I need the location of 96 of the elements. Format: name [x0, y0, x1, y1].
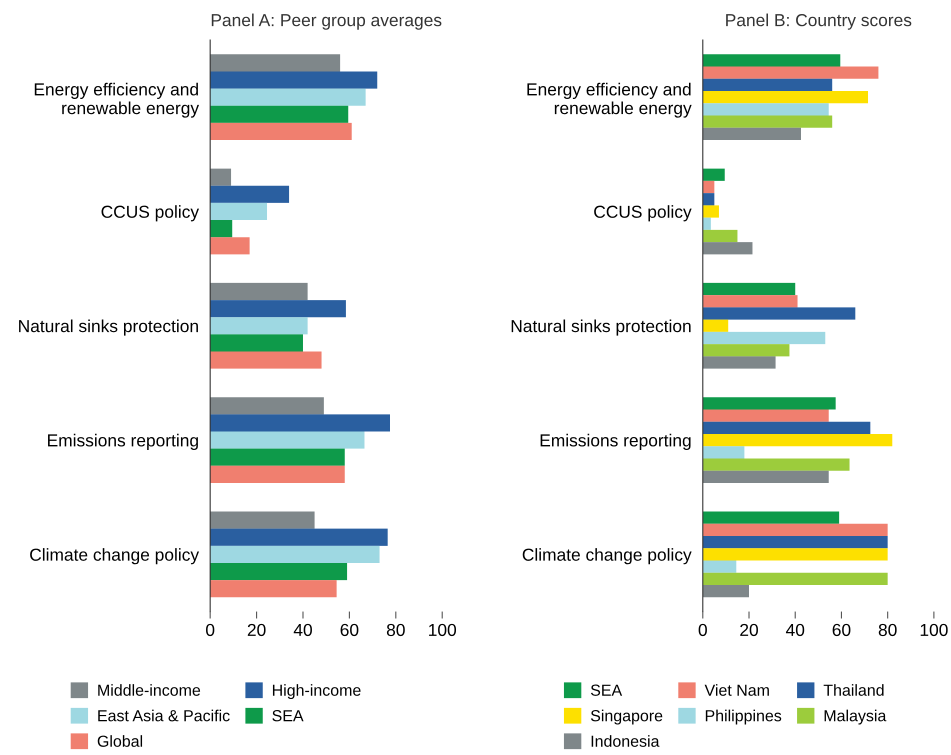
bar	[210, 317, 308, 334]
bar	[210, 352, 322, 369]
y-tick-label: Climate change policy	[522, 548, 692, 564]
bar	[702, 356, 776, 369]
bar	[702, 295, 798, 308]
bar	[702, 536, 888, 548]
x-tick-label: 80	[386, 624, 405, 636]
legend-label: SEA	[272, 710, 304, 722]
x-tick-label: 20	[248, 624, 266, 636]
y-tick-label: Natural sinks protection	[19, 319, 198, 336]
bar	[702, 548, 888, 561]
legend-label: Indonesia	[592, 735, 660, 747]
bar	[210, 106, 348, 123]
bar	[210, 414, 390, 432]
bar	[702, 320, 728, 332]
bar	[210, 334, 303, 352]
y-tick-label: Emissions reporting	[48, 434, 198, 450]
y-tick-label: Energy efficiency and renewable energy	[527, 82, 692, 118]
bar	[702, 572, 888, 586]
legend-label: East Asia & Pacific	[98, 710, 230, 722]
legend-label: Philippines	[706, 710, 782, 725]
chart-title: Panel B: Country scores	[726, 14, 912, 30]
bar	[210, 562, 348, 580]
bar	[210, 186, 290, 203]
legend-label: Singapore	[590, 710, 662, 725]
legend-label: Middle-income	[98, 684, 200, 696]
bar	[702, 168, 725, 181]
y-tick-label: Climate change policy	[30, 548, 200, 564]
bar	[702, 434, 892, 446]
bar	[210, 300, 346, 318]
x-tick-label: 60	[340, 624, 358, 636]
bar	[702, 446, 744, 458]
y-tick-label: Energy efficiency and renewable energy	[34, 82, 200, 118]
bar	[210, 202, 268, 220]
bar	[702, 524, 888, 536]
legend-label: Malaysia	[824, 710, 886, 725]
bar	[210, 168, 232, 186]
x-tick-label: 20	[740, 624, 758, 636]
x-tick-label: 100	[920, 624, 948, 636]
bar	[210, 237, 250, 254]
bar	[702, 180, 714, 194]
y-tick-label: Emissions reporting	[540, 434, 691, 450]
bar	[702, 103, 829, 116]
bar	[702, 307, 856, 320]
bar	[210, 397, 324, 414]
legend-label: SEA	[590, 684, 622, 696]
y-tick-label: CCUS policy	[594, 205, 692, 222]
bar	[702, 91, 868, 104]
bar	[210, 88, 366, 106]
legend-label: High-income	[272, 684, 361, 700]
bar	[210, 466, 345, 483]
bar	[702, 422, 870, 434]
bar	[702, 344, 790, 356]
x-tick-label: 40	[786, 624, 804, 636]
bar	[210, 546, 380, 563]
bar	[210, 282, 308, 300]
bar	[702, 282, 796, 296]
x-tick-label: 40	[294, 624, 312, 636]
bar	[702, 242, 752, 254]
bar	[702, 458, 850, 471]
bar	[702, 193, 714, 206]
bar	[210, 220, 232, 238]
bar	[702, 78, 832, 92]
bar	[702, 512, 840, 524]
x-tick-label: 60	[832, 624, 850, 636]
bar	[702, 116, 832, 128]
x-tick-label: 100	[429, 624, 456, 636]
legend-label: Thailand	[824, 684, 884, 696]
bar	[702, 470, 829, 483]
bar	[210, 512, 315, 529]
bar	[210, 432, 364, 449]
bar	[702, 409, 829, 422]
bar	[702, 218, 711, 230]
bar	[210, 448, 345, 466]
legend-label: Viet Nam	[704, 684, 769, 696]
bar	[702, 585, 750, 598]
bar	[210, 54, 340, 72]
bar	[210, 528, 388, 546]
bar	[702, 128, 802, 140]
bar	[210, 122, 352, 140]
bar	[702, 560, 736, 573]
bar	[210, 580, 337, 598]
bar	[702, 332, 826, 344]
bar	[702, 66, 878, 79]
bar	[702, 205, 719, 218]
y-tick-label: CCUS policy	[102, 205, 200, 222]
bar	[702, 230, 738, 242]
bar	[702, 397, 836, 410]
bar	[702, 54, 840, 67]
legend-label: Global	[98, 735, 142, 747]
x-tick-label: 0	[206, 624, 214, 636]
x-tick-label: 80	[878, 624, 897, 636]
y-tick-label: Natural sinks protection	[512, 319, 691, 336]
chart-title: Panel A: Peer group averages	[212, 14, 442, 30]
bar	[210, 71, 378, 89]
x-tick-label: 0	[698, 624, 707, 636]
